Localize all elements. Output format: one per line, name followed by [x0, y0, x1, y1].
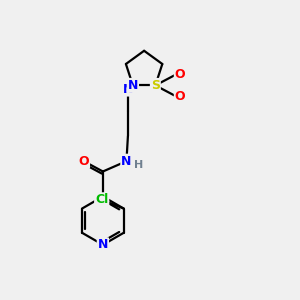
- Text: Cl: Cl: [95, 193, 108, 206]
- Text: N: N: [123, 82, 133, 95]
- Text: O: O: [175, 90, 185, 103]
- Text: N: N: [121, 155, 132, 168]
- Text: N: N: [128, 79, 138, 92]
- Text: O: O: [175, 68, 185, 81]
- Text: N: N: [98, 238, 108, 251]
- Text: O: O: [78, 155, 89, 168]
- Text: H: H: [134, 160, 143, 170]
- Text: S: S: [151, 79, 160, 92]
